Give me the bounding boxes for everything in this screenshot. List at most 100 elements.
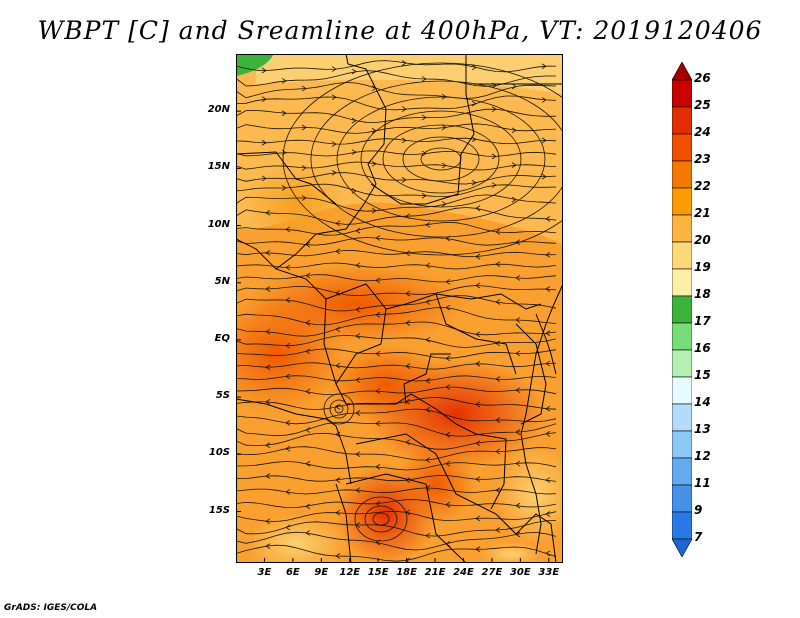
streamline-arrow	[495, 448, 501, 455]
streamline	[236, 475, 557, 482]
lat-label-10n: 10N	[207, 218, 230, 230]
streamline-arrow	[445, 279, 451, 285]
lon-label-33e: 33E	[538, 567, 560, 578]
streamline-arrow	[441, 162, 447, 169]
streamline-arrow	[541, 97, 547, 103]
streamline-arrow	[545, 286, 551, 292]
streamline	[236, 461, 557, 471]
streamline-arrow	[305, 320, 311, 326]
streamline-arrow	[421, 76, 427, 82]
streamline	[236, 207, 557, 225]
streamline	[236, 249, 557, 258]
lat-label-10s: 10S	[208, 447, 230, 459]
streamline-arrow	[441, 124, 447, 131]
vortex-west	[323, 393, 355, 425]
colorbar-box	[672, 106, 692, 135]
lon-label-30e: 30E	[509, 567, 531, 578]
lon-label-6e: 6E	[285, 567, 300, 578]
streamline-arrow	[305, 427, 311, 433]
streamline-arrow	[401, 106, 407, 112]
colorbar-box	[672, 511, 692, 540]
map-panel: 20N 15N 10N 5N EQ 5S 10S 15S 3E 6E 9E 12E 15E 18E 21E…	[208, 54, 563, 578]
streamline-arrow	[495, 299, 501, 305]
wbpt-pale-se	[496, 444, 563, 544]
streamline-arrow	[375, 388, 381, 394]
streamline	[236, 375, 557, 382]
streamline-arrow	[545, 405, 551, 412]
streamline-arrow	[541, 173, 547, 180]
streamline	[236, 446, 557, 461]
streamline-arrow	[285, 226, 291, 233]
streamline	[236, 396, 557, 411]
streamline	[236, 487, 557, 495]
chart-title: WBPT [C] and Sreamline at 400hPa, VT: 20…	[37, 16, 763, 45]
lon-label-12e: 12E	[339, 567, 361, 578]
colorbar-box	[672, 457, 692, 486]
colorbar-label-17: 17	[694, 314, 711, 328]
streamline-arrow	[475, 401, 481, 408]
streamline-arrow	[515, 317, 521, 323]
colorbar-label-12: 12	[694, 449, 711, 463]
streamline-arrow	[355, 451, 361, 458]
wbpt-hot-band	[246, 264, 466, 344]
colorbar-label-15: 15	[694, 368, 711, 382]
lon-label-3e: 3E	[257, 567, 272, 578]
streamline-arrow	[425, 485, 431, 491]
streamline-arrow	[305, 503, 311, 510]
coastline-east	[520, 283, 563, 555]
streamline-arrow	[281, 185, 287, 191]
streamline-arrow	[261, 139, 267, 146]
streamline-arrow	[355, 333, 361, 339]
streamline-arrow	[405, 290, 411, 297]
streamline-arrow	[475, 476, 481, 483]
streamline-arrow	[425, 221, 431, 228]
streamline-arrow	[545, 477, 551, 483]
streamline-arrow	[425, 262, 431, 269]
colorbar-label-22: 22	[694, 179, 711, 193]
streamline-arrow	[285, 297, 291, 303]
streamline-arrow	[335, 553, 341, 559]
streamline-arrow	[425, 377, 431, 384]
colorbar-label-7: 7	[694, 530, 703, 544]
streamline-arrow	[421, 150, 427, 157]
streamline-arrow	[445, 384, 451, 390]
streamline-arrow	[491, 153, 497, 160]
streamline-arrow	[491, 106, 497, 113]
streamline-arrow	[261, 96, 267, 103]
streamline-arrow	[405, 363, 411, 369]
streamline-arrow	[285, 373, 291, 380]
streamline	[236, 408, 557, 425]
streamline-arrow	[351, 68, 357, 75]
colorbar-label-13: 13	[694, 422, 711, 436]
streamline-arrow	[355, 487, 361, 494]
streamline	[236, 531, 557, 551]
streamline-arrow	[285, 489, 291, 495]
streamline-arrow	[305, 348, 311, 355]
colorbar-box	[672, 322, 692, 351]
streamline-arrow	[335, 509, 341, 516]
streamline-arrow	[265, 286, 271, 292]
streamline-arrow	[351, 149, 357, 156]
streamline-arrow	[265, 249, 271, 256]
lat-label-20n: 20N	[207, 104, 230, 116]
streamline	[236, 432, 557, 450]
streamline-arrow	[471, 136, 477, 143]
wbpt-region-green	[236, 54, 274, 76]
streamline-arrow	[335, 326, 341, 333]
streamline-arrow	[371, 207, 377, 214]
streamline-arrow	[331, 169, 337, 176]
lon-label-18e: 18E	[396, 567, 417, 578]
colorbar-box	[672, 376, 692, 405]
colorbar-label-24: 24	[694, 125, 711, 139]
streamline-arrow	[515, 387, 521, 393]
streamline-arrow	[335, 362, 341, 369]
streamline-arrow	[475, 282, 481, 289]
streamline-arrow	[405, 320, 411, 326]
lon-label-27e: 27E	[481, 567, 503, 578]
streamline	[236, 161, 557, 171]
streamline-arrow	[305, 388, 311, 395]
colorbar-box	[672, 403, 692, 432]
streamline-arrow	[375, 464, 381, 470]
streamline	[236, 520, 557, 537]
vortex-north	[282, 62, 563, 256]
